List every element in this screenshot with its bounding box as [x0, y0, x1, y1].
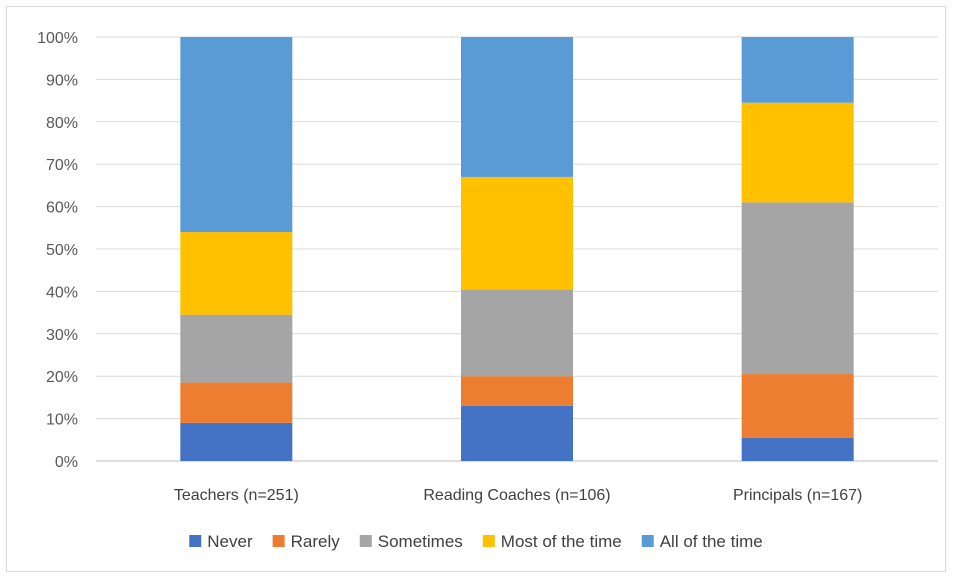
bar-segment-sometimes [461, 289, 573, 377]
legend-item: Sometimes [359, 532, 463, 551]
bar-segment-never [180, 422, 293, 461]
legend-label: Rarely [291, 532, 341, 551]
y-tick-label: 100% [37, 30, 78, 47]
bar-segment-sometimes [180, 314, 293, 383]
y-tick-label: 0% [55, 454, 78, 471]
y-tick-label: 80% [46, 115, 78, 132]
legend-swatch [641, 535, 654, 547]
y-axis: 0% 10% 20% 30% 40% 50% 60% 70% 80% 90% 100% [37, 30, 78, 471]
bar-segment-all-of-the-time [180, 37, 293, 233]
y-tick-label: 20% [46, 369, 78, 386]
bar-segment-sometimes [741, 202, 854, 375]
legend-label: Never [207, 532, 253, 551]
bars [180, 37, 854, 461]
bar-segment-most-of-the-time [741, 102, 854, 203]
legend-swatch [189, 535, 202, 547]
y-tick-label: 30% [46, 327, 78, 344]
legend-swatch [482, 535, 495, 547]
bar-segment-never [461, 405, 573, 461]
category-label: Teachers (n=251) [174, 487, 299, 504]
bar-segment-most-of-the-time [180, 232, 293, 315]
legend-label: Most of the time [501, 532, 622, 551]
bar-segment-never [741, 437, 854, 461]
legend-swatch [272, 535, 285, 547]
legend-item: All of the time [641, 532, 763, 551]
bar-segment-all-of-the-time [461, 37, 573, 177]
y-tick-label: 10% [46, 412, 78, 429]
legend-item: Never [189, 532, 253, 551]
category-label: Reading Coaches (n=106) [423, 487, 610, 504]
bar-segment-rarely [461, 376, 573, 406]
bar-segment-most-of-the-time [461, 176, 573, 290]
y-tick-label: 60% [46, 200, 78, 217]
bar-segment-all-of-the-time [741, 37, 854, 103]
legend: Never Rarely Sometimes Most of the time All … [189, 532, 763, 551]
x-axis: Teachers (n=251) Reading Coaches (n=106) P… [174, 487, 863, 504]
category-label: Principals (n=167) [733, 487, 862, 504]
bar-segment-rarely [741, 374, 854, 438]
y-tick-label: 50% [46, 242, 78, 259]
y-tick-label: 40% [46, 284, 78, 301]
legend-item: Rarely [272, 532, 341, 551]
legend-item: Most of the time [482, 532, 622, 551]
bar-segment-rarely [180, 382, 293, 423]
legend-swatch [359, 535, 372, 547]
legend-label: All of the time [660, 532, 763, 551]
y-tick-label: 70% [46, 157, 78, 174]
y-tick-label: 90% [46, 72, 78, 89]
legend-label: Sometimes [378, 532, 463, 551]
